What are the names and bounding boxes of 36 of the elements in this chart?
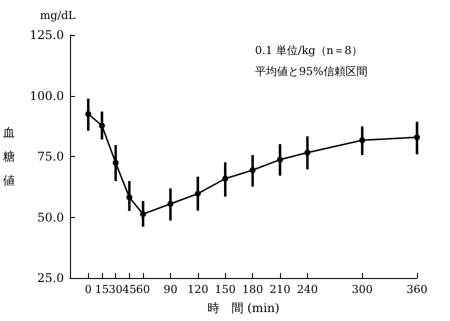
point	[112, 160, 119, 166]
x-tick-label: 60	[136, 283, 150, 296]
y-tick-label: 100.0	[30, 88, 64, 103]
x-tick-label: 210	[270, 283, 291, 296]
point	[85, 110, 92, 117]
point	[98, 122, 105, 129]
x-axis-title: 時 間 (min)	[207, 301, 280, 315]
point	[126, 194, 132, 200]
y-tick-label: 125.0	[30, 28, 64, 42]
point	[140, 211, 146, 218]
point	[414, 134, 420, 140]
point	[277, 156, 284, 163]
x-tick-label: 30	[108, 283, 123, 296]
point	[194, 190, 201, 197]
annotation: 0.1 単位/kg（n＝8）	[255, 44, 362, 57]
x-tick-label: 150	[214, 283, 236, 296]
x-tick-label: 120	[187, 283, 208, 296]
x-tick-label: 300	[352, 283, 373, 296]
point	[167, 200, 174, 207]
x-tick-label: 45	[122, 283, 136, 296]
annotation: 平均値と95%信頼区間	[255, 65, 368, 78]
x-tick-label: 0	[84, 283, 92, 296]
y-tick-label: 25.0	[37, 271, 64, 285]
y-tick-label: 50.0	[37, 210, 64, 224]
x-tick-label: 90	[163, 283, 178, 296]
y-tick-label: 75.0	[37, 150, 64, 164]
point	[250, 167, 256, 174]
x-tick-label: 360	[406, 283, 428, 296]
x-tick-label: 15	[94, 283, 109, 296]
point	[304, 150, 310, 156]
point	[359, 137, 366, 144]
x-tick-label: 180	[242, 283, 264, 296]
x-tick-label: 240	[296, 283, 318, 296]
point	[222, 176, 228, 182]
text: mg/dL	[40, 9, 76, 22]
y-axis-title: 血糖値	[3, 126, 15, 188]
